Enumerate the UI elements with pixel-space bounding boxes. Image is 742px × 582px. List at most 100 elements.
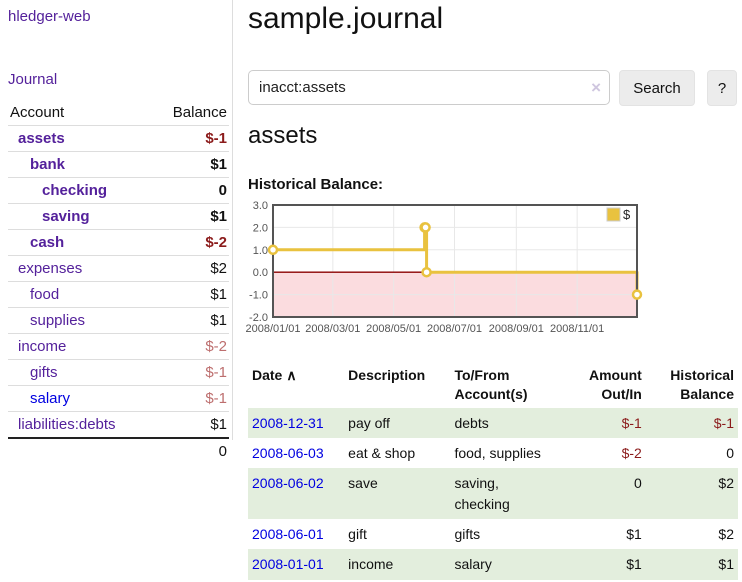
- tofrom-column-header: To/From Account(s): [454, 367, 528, 402]
- transaction-amount: 0: [634, 475, 642, 492]
- date-column-header[interactable]: Date ∧: [252, 367, 297, 383]
- account-link-expenses[interactable]: expenses: [18, 260, 83, 277]
- svg-text:2008/03/01: 2008/03/01: [305, 323, 360, 335]
- sidebar-separator: [232, 0, 233, 440]
- register-row: 2008-01-01 income salary $1 $1: [248, 549, 738, 580]
- account-row-cash: cash $-2: [8, 229, 229, 256]
- account-row-liabilities-debts: liabilities:debts $1: [8, 411, 229, 439]
- transaction-description: income: [348, 556, 394, 573]
- register-row: 2008-06-02 save saving, checking 0 $2: [248, 468, 738, 519]
- page-title: sample.journal: [248, 2, 444, 35]
- amount-column-header: Amount Out/In: [588, 367, 642, 402]
- svg-text:2008/07/01: 2008/07/01: [427, 323, 482, 335]
- account-balance: $-1: [205, 130, 227, 147]
- register-table: Date ∧ Description To/From Account(s) Amo…: [248, 362, 738, 580]
- account-link-bank[interactable]: bank: [30, 156, 66, 173]
- transaction-date-link[interactable]: 2008-01-01: [252, 556, 324, 573]
- accounts-total-value: 0: [218, 443, 227, 460]
- transaction-accounts: gifts: [454, 525, 481, 542]
- svg-text:2008/01/01: 2008/01/01: [245, 323, 300, 335]
- account-link-income[interactable]: income: [18, 338, 67, 355]
- accounts-total-row: 0: [8, 438, 229, 464]
- help-button[interactable]: ?: [707, 70, 737, 106]
- transaction-date-link[interactable]: 2008-06-01: [252, 525, 324, 542]
- svg-text:2.0: 2.0: [253, 222, 268, 234]
- svg-text:0.0: 0.0: [253, 267, 268, 279]
- account-tree-table: Account Balance assets $-1 bank $1 check…: [8, 100, 229, 464]
- transaction-balance: $2: [718, 475, 734, 492]
- account-link-checking[interactable]: checking: [42, 182, 108, 199]
- account-link-gifts[interactable]: gifts: [30, 364, 58, 381]
- account-row-gifts: gifts $-1: [8, 359, 229, 386]
- description-column-header: Description: [348, 367, 426, 383]
- register-header-row: Date ∧ Description To/From Account(s) Amo…: [248, 362, 738, 408]
- transaction-balance: $-1: [713, 414, 734, 431]
- transaction-amount: $1: [626, 556, 642, 573]
- account-balance: $-1: [205, 364, 227, 381]
- clear-search-icon[interactable]: ×: [591, 78, 601, 97]
- account-row-salary: salary $-1: [8, 385, 229, 412]
- svg-text:2008/05/01: 2008/05/01: [366, 323, 421, 335]
- balance-column-header: Balance: [172, 104, 227, 121]
- transaction-date-link[interactable]: 2008-12-31: [252, 414, 324, 431]
- chart-title: Historical Balance:: [248, 176, 384, 193]
- account-row-saving: saving $1: [8, 203, 229, 230]
- transaction-description: pay off: [348, 414, 390, 431]
- legend-label: $: [623, 207, 631, 222]
- svg-text:-2.0: -2.0: [249, 312, 268, 324]
- account-balance: $1: [210, 312, 227, 329]
- account-balance: $1: [210, 208, 227, 225]
- register-row: 2008-06-03 eat & shop food, supplies $-2…: [248, 438, 738, 468]
- register-row: 2008-06-01 gift gifts $1 $2: [248, 519, 738, 549]
- account-row-food: food $1: [8, 281, 229, 308]
- account-balance: $1: [210, 156, 227, 173]
- transaction-accounts: food, supplies: [454, 445, 541, 462]
- svg-text:2008/11/01: 2008/11/01: [550, 323, 604, 335]
- account-row-supplies: supplies $1: [8, 307, 229, 334]
- account-link-saving[interactable]: saving: [42, 208, 90, 225]
- account-link-salary[interactable]: salary: [30, 390, 71, 407]
- data-point-marker: [420, 222, 431, 233]
- account-link-food[interactable]: food: [30, 286, 60, 303]
- account-balance: $1: [210, 286, 227, 303]
- transaction-date-link[interactable]: 2008-06-02: [252, 475, 324, 492]
- transaction-date-link[interactable]: 2008-06-03: [252, 445, 324, 462]
- account-link-cash[interactable]: cash: [30, 234, 65, 251]
- account-link-liabilities-debts[interactable]: liabilities:debts: [18, 416, 116, 433]
- transaction-amount: $-2: [621, 445, 642, 462]
- account-link-assets[interactable]: assets: [18, 130, 65, 147]
- transaction-balance: $2: [718, 525, 734, 542]
- transaction-amount: $-1: [621, 414, 642, 431]
- historical-column-header: Historical Balance: [670, 367, 734, 402]
- search-bar: × Search ?: [248, 70, 740, 106]
- account-row-assets: assets $-1: [8, 125, 229, 152]
- data-point-marker: [267, 244, 279, 256]
- transaction-balance: $1: [718, 556, 734, 573]
- account-heading: assets: [248, 122, 318, 149]
- transaction-description: save: [348, 475, 378, 492]
- search-button[interactable]: Search: [619, 70, 695, 106]
- account-row-income: income $-2: [8, 333, 229, 360]
- account-row-bank: bank $1: [8, 151, 229, 178]
- transaction-accounts: salary: [454, 556, 492, 573]
- account-link-supplies[interactable]: supplies: [30, 312, 86, 329]
- data-point-marker: [421, 266, 432, 278]
- account-balance: $-2: [205, 234, 227, 251]
- account-balance: $1: [210, 416, 227, 433]
- transaction-amount: $1: [626, 525, 642, 542]
- sidebar-item-journal[interactable]: Journal: [8, 71, 58, 88]
- main-content: sample.journal × Search ? assets Histori…: [245, 0, 742, 582]
- account-balance: $2: [210, 260, 227, 277]
- search-input-wrapper: ×: [248, 70, 610, 106]
- transaction-balance: 0: [726, 445, 734, 462]
- svg-text:2008/09/01: 2008/09/01: [489, 323, 544, 335]
- account-balance: $-1: [205, 390, 227, 407]
- sort-ascending-icon: ∧: [286, 367, 297, 383]
- transaction-accounts: saving, checking: [454, 475, 510, 512]
- svg-text:3.0: 3.0: [253, 200, 268, 212]
- app-title-link[interactable]: hledger-web: [8, 8, 91, 25]
- data-point-marker: [631, 289, 643, 300]
- transaction-accounts: debts: [454, 414, 489, 431]
- search-input[interactable]: [248, 70, 610, 105]
